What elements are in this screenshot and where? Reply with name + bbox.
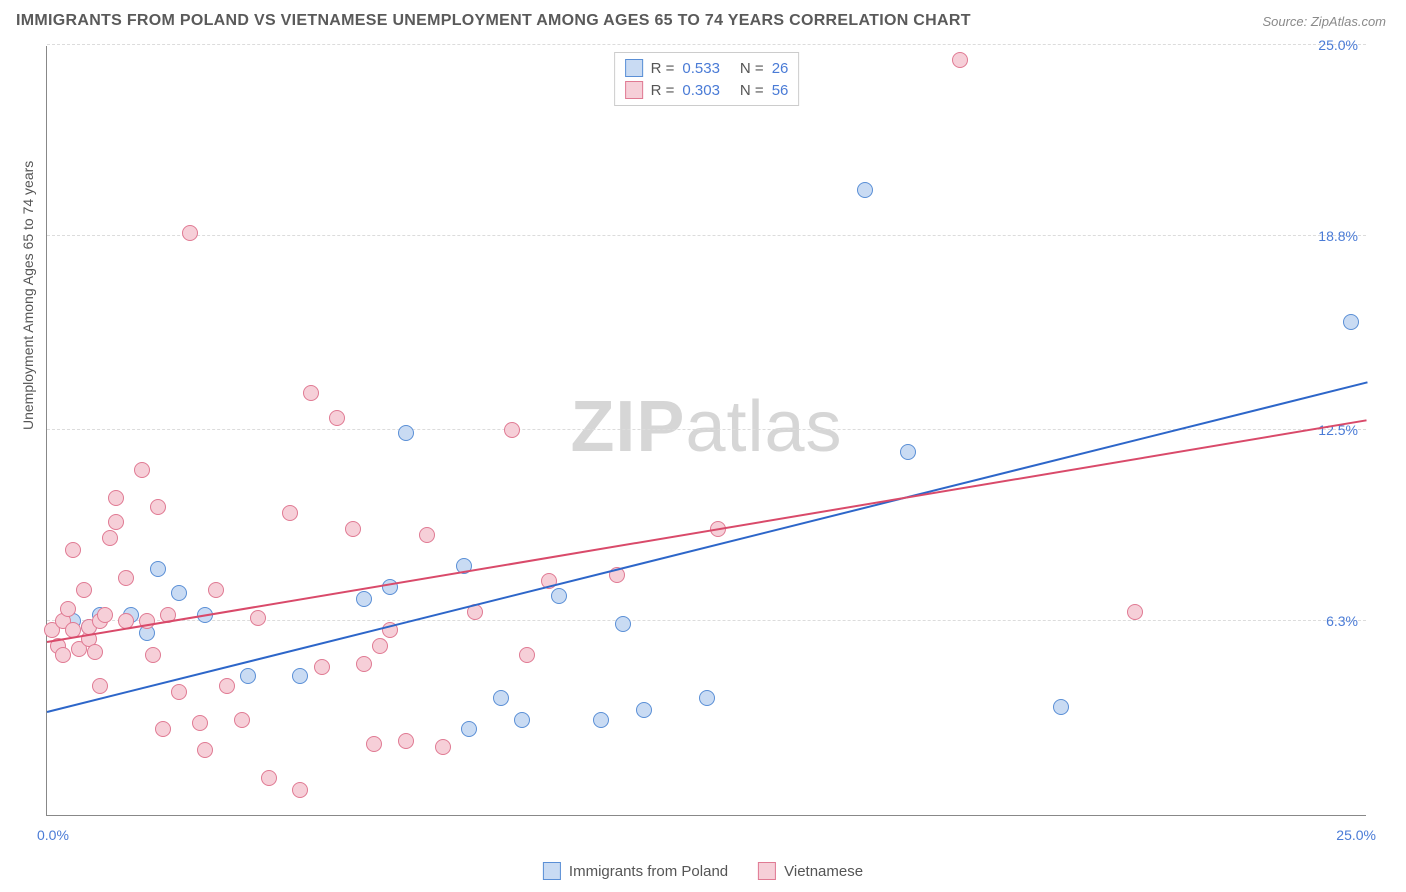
data-point xyxy=(171,585,187,601)
y-axis-label: Unemployment Among Ages 65 to 74 years xyxy=(20,161,36,430)
data-point xyxy=(356,656,372,672)
legend-r-label: R = xyxy=(651,82,675,99)
legend-item: Immigrants from Poland xyxy=(543,862,728,880)
data-point xyxy=(87,644,103,660)
legend-r-value: 0.303 xyxy=(682,82,720,99)
data-point xyxy=(171,684,187,700)
legend-n-value: 56 xyxy=(772,82,789,99)
legend-swatch xyxy=(543,862,561,880)
data-point xyxy=(197,742,213,758)
data-point xyxy=(282,505,298,521)
data-point xyxy=(250,610,266,626)
data-point xyxy=(345,521,361,537)
legend-r-value: 0.533 xyxy=(682,60,720,77)
data-point xyxy=(551,588,567,604)
data-point xyxy=(329,410,345,426)
scatter-plot-area: ZIPatlas R =0.533N =26R =0.303N =56 0.0%… xyxy=(46,46,1366,816)
data-point xyxy=(102,530,118,546)
data-point xyxy=(356,591,372,607)
correlation-legend: R = 0.533 N = 26 R = 0.303 N = 56 xyxy=(614,52,800,106)
legend-r-label: R = xyxy=(651,60,675,77)
legend-swatch xyxy=(625,81,643,99)
legend-n-label: N = xyxy=(740,82,764,99)
data-point xyxy=(419,527,435,543)
data-point xyxy=(55,647,71,663)
source-attribution: Source: ZipAtlas.com xyxy=(1262,14,1386,29)
grid-line xyxy=(47,620,1366,621)
data-point xyxy=(76,582,92,598)
data-point xyxy=(372,638,388,654)
legend-item: Vietnamese xyxy=(758,862,863,880)
legend-label: Vietnamese xyxy=(784,863,863,880)
data-point xyxy=(900,444,916,460)
data-point xyxy=(699,690,715,706)
data-point xyxy=(240,668,256,684)
y-tick-label: 18.8% xyxy=(1318,228,1358,244)
data-point xyxy=(398,733,414,749)
data-point xyxy=(65,542,81,558)
data-point xyxy=(519,647,535,663)
data-point xyxy=(366,736,382,752)
data-point xyxy=(118,570,134,586)
data-point xyxy=(150,499,166,515)
legend-stat-row: R = 0.533 N = 26 xyxy=(625,57,789,79)
data-point xyxy=(134,462,150,478)
data-point xyxy=(314,659,330,675)
data-point xyxy=(108,514,124,530)
data-point xyxy=(593,712,609,728)
data-point xyxy=(514,712,530,728)
data-point xyxy=(145,647,161,663)
chart-title: IMMIGRANTS FROM POLAND VS VIETNAMESE UNE… xyxy=(16,12,971,30)
y-tick-label: 25.0% xyxy=(1318,37,1358,53)
legend-swatch xyxy=(758,862,776,880)
watermark: ZIPatlas xyxy=(570,385,842,467)
data-point xyxy=(461,721,477,737)
legend-stat-row: R = 0.303 N = 56 xyxy=(625,79,789,101)
data-point xyxy=(1053,699,1069,715)
y-tick-label: 6.3% xyxy=(1326,613,1358,629)
grid-line xyxy=(47,235,1366,236)
trend-line xyxy=(47,382,1367,713)
legend-n-label: N = xyxy=(740,60,764,77)
data-point xyxy=(636,702,652,718)
legend-swatch xyxy=(625,59,643,77)
data-point xyxy=(398,425,414,441)
data-point xyxy=(493,690,509,706)
series-legend: Immigrants from Poland Vietnamese xyxy=(543,862,863,880)
data-point xyxy=(952,52,968,68)
data-point xyxy=(303,385,319,401)
data-point xyxy=(292,668,308,684)
data-point xyxy=(1127,604,1143,620)
data-point xyxy=(219,678,235,694)
data-point xyxy=(192,715,208,731)
data-point xyxy=(504,422,520,438)
grid-line xyxy=(47,44,1366,45)
data-point xyxy=(857,182,873,198)
data-point xyxy=(234,712,250,728)
data-point xyxy=(261,770,277,786)
data-point xyxy=(150,561,166,577)
x-tick-max: 25.0% xyxy=(1336,827,1376,843)
x-tick-min: 0.0% xyxy=(37,827,69,843)
data-point xyxy=(292,782,308,798)
trend-line xyxy=(47,419,1367,643)
data-point xyxy=(435,739,451,755)
legend-label: Immigrants from Poland xyxy=(569,863,728,880)
data-point xyxy=(60,601,76,617)
data-point xyxy=(615,616,631,632)
data-point xyxy=(155,721,171,737)
data-point xyxy=(182,225,198,241)
data-point xyxy=(208,582,224,598)
data-point xyxy=(1343,314,1359,330)
data-point xyxy=(108,490,124,506)
data-point xyxy=(92,678,108,694)
data-point xyxy=(97,607,113,623)
legend-n-value: 26 xyxy=(772,60,789,77)
